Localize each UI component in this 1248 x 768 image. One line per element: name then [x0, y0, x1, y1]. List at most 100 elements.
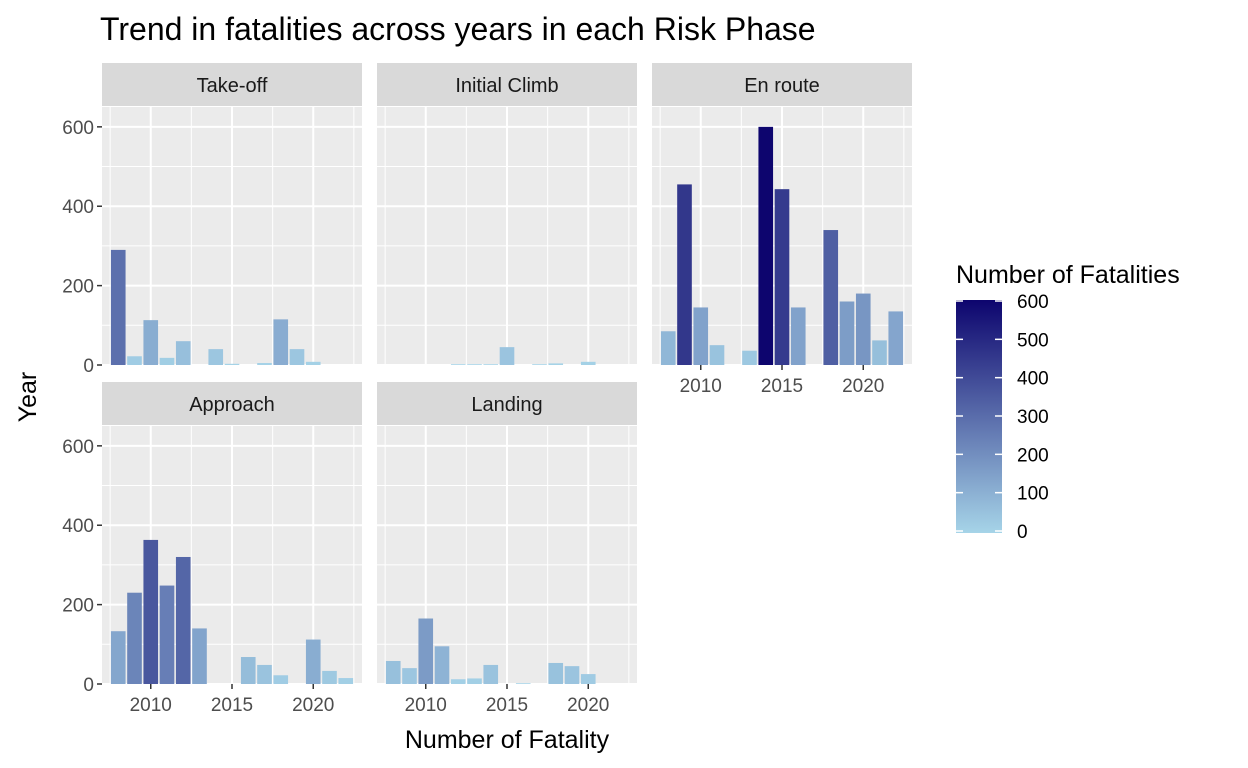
bar — [450, 679, 466, 684]
facet-strip-label: Landing — [471, 394, 542, 416]
bar — [434, 646, 450, 684]
bar — [790, 307, 806, 365]
facet-strip — [377, 382, 637, 425]
bar — [564, 666, 580, 684]
bar — [385, 660, 401, 684]
bar — [192, 628, 207, 684]
bar — [322, 670, 337, 684]
facet-panel: En route 2010 2015 2020 — [652, 63, 912, 397]
legend: Number of Fatalities 0 100 200 300 400 500 600 — [956, 261, 1180, 543]
facet-strip-label: Take-off — [197, 75, 268, 97]
y-tick-label: 0 — [83, 356, 94, 377]
facet-strip-label: En route — [744, 75, 820, 97]
facet-panel: Initial Climb — [377, 63, 637, 366]
facet-panels: Take-off 0 200 400 600 Initial Climb En route 2… — [62, 63, 912, 716]
facet-strip — [102, 382, 362, 425]
bar — [159, 357, 175, 365]
chart-title: Trend in fatalities across years in each… — [100, 11, 816, 47]
facet-strip — [102, 63, 362, 106]
y-tick-label: 400 — [62, 516, 94, 537]
bar — [823, 230, 839, 365]
legend-tick-label: 0 — [1017, 522, 1028, 543]
x-tick-label: 2010 — [680, 376, 722, 397]
legend-tick-label: 200 — [1017, 445, 1049, 466]
bar — [450, 364, 466, 365]
bar — [110, 631, 126, 684]
facet-panel: Landing 2010 2015 2020 — [377, 382, 637, 716]
facet-strip-label: Initial Climb — [455, 75, 558, 97]
bar — [305, 361, 321, 365]
bar — [240, 657, 256, 684]
facet-strip-label: Approach — [189, 394, 275, 416]
bar — [175, 556, 191, 684]
bar — [515, 683, 531, 684]
legend-tick-label: 400 — [1017, 369, 1049, 390]
bar — [273, 319, 289, 365]
legend-tick-label: 100 — [1017, 484, 1049, 505]
bar — [224, 363, 240, 365]
x-tick-label: 2010 — [130, 695, 172, 716]
bar — [418, 618, 434, 684]
bar — [888, 311, 904, 365]
bar — [483, 664, 499, 684]
x-tick-label: 2020 — [842, 376, 884, 397]
x-axis-title: Number of Fatality — [405, 726, 610, 754]
bar — [289, 349, 305, 365]
bar — [709, 345, 725, 365]
facet-strip — [377, 63, 637, 106]
bar — [159, 585, 175, 684]
legend-colorbar — [956, 300, 1002, 533]
y-tick-label: 0 — [83, 675, 94, 696]
bar — [257, 664, 272, 684]
bar — [467, 364, 482, 365]
bar — [273, 675, 289, 684]
facet-strip — [652, 63, 912, 106]
bar — [305, 639, 321, 684]
bar — [548, 363, 564, 365]
bar — [742, 350, 757, 365]
facet-panel: Take-off 0 200 400 600 — [62, 63, 362, 377]
bar — [660, 331, 676, 365]
legend-tick-label: 600 — [1017, 292, 1049, 313]
bar — [338, 678, 354, 684]
bar — [499, 347, 515, 365]
bar — [774, 189, 790, 365]
bar — [677, 184, 692, 365]
x-tick-label: 2010 — [405, 695, 447, 716]
bar — [143, 539, 159, 684]
bar — [127, 356, 142, 365]
facet-panel: Approach 0 200 400 600 2010 2015 2020 — [62, 382, 362, 716]
bar — [580, 674, 596, 684]
bar — [872, 340, 887, 365]
legend-tick-label: 500 — [1017, 330, 1049, 351]
x-tick-label: 2020 — [292, 695, 334, 716]
x-tick-label: 2015 — [486, 695, 528, 716]
legend-tick-label: 300 — [1017, 407, 1049, 428]
y-tick-label: 600 — [62, 118, 94, 139]
x-tick-label: 2015 — [211, 695, 253, 716]
y-tick-label: 400 — [62, 197, 94, 218]
bar — [758, 126, 774, 365]
x-tick-label: 2015 — [761, 376, 803, 397]
legend-ticks: 0 100 200 300 400 500 600 — [956, 292, 1049, 543]
y-tick-label: 200 — [62, 277, 94, 298]
bar — [110, 249, 126, 365]
bar — [143, 320, 159, 365]
bar — [693, 307, 709, 365]
bar — [839, 301, 855, 365]
bar — [532, 364, 547, 365]
bar — [467, 678, 482, 684]
legend-title: Number of Fatalities — [956, 261, 1180, 289]
x-tick-label: 2020 — [567, 695, 609, 716]
bar — [548, 662, 564, 684]
bar — [127, 592, 142, 684]
y-tick-label: 200 — [62, 596, 94, 617]
bar — [483, 364, 499, 365]
bar — [402, 668, 417, 684]
y-tick-label: 600 — [62, 437, 94, 458]
bar — [175, 341, 191, 365]
bar — [580, 361, 596, 365]
bar — [208, 349, 224, 365]
bar — [257, 363, 272, 365]
